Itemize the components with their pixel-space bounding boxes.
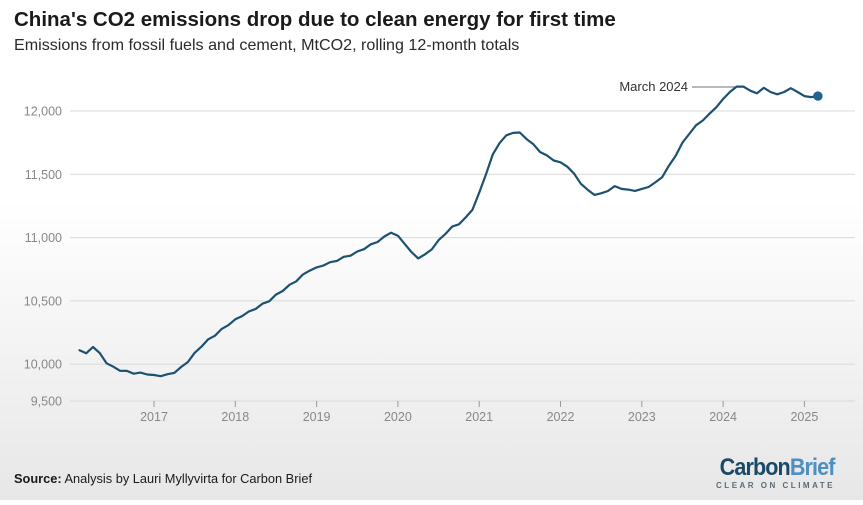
svg-text:2020: 2020 — [384, 410, 412, 424]
svg-text:2024: 2024 — [709, 410, 737, 424]
svg-text:2019: 2019 — [303, 410, 331, 424]
svg-text:11,000: 11,000 — [25, 231, 62, 245]
svg-text:9,500: 9,500 — [31, 395, 62, 409]
svg-text:2025: 2025 — [790, 410, 818, 424]
svg-text:2023: 2023 — [628, 410, 656, 424]
svg-text:2018: 2018 — [221, 410, 249, 424]
svg-text:2021: 2021 — [465, 410, 493, 424]
svg-text:2022: 2022 — [547, 410, 575, 424]
svg-text:2017: 2017 — [140, 410, 168, 424]
svg-text:10,500: 10,500 — [24, 294, 62, 308]
svg-text:12,000: 12,000 — [24, 105, 62, 119]
svg-text:11,500: 11,500 — [25, 168, 62, 182]
svg-text:March 2024: March 2024 — [619, 79, 688, 94]
svg-text:10,000: 10,000 — [24, 358, 62, 372]
